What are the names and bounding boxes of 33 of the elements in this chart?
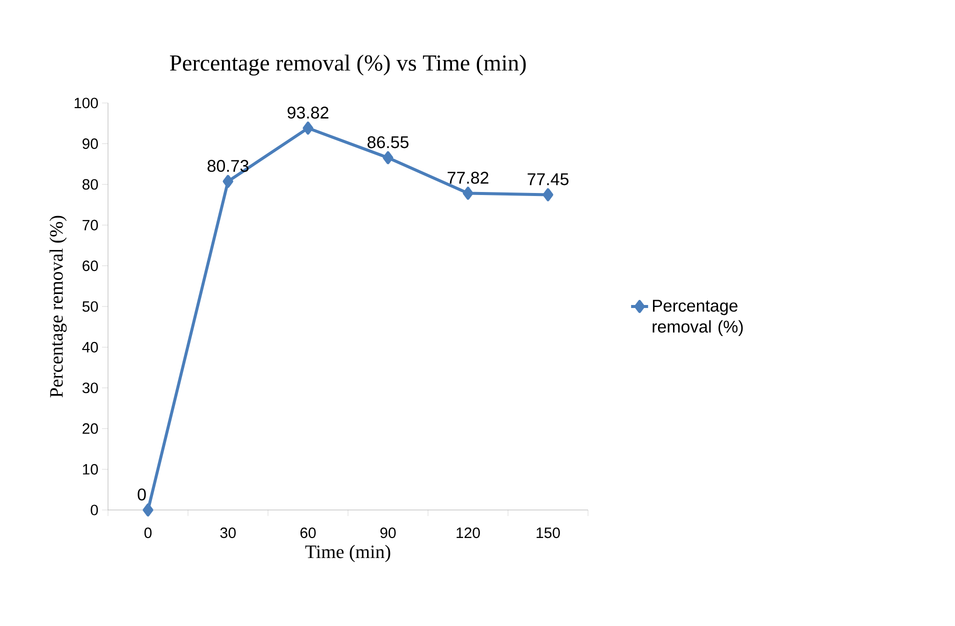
y-axis-title: Percentage removal (%) bbox=[50, 216, 67, 398]
y-tick-label: 100 bbox=[74, 98, 98, 108]
y-tick-label: 60 bbox=[82, 260, 98, 272]
point bbox=[542, 188, 554, 202]
data-label: 77.82 bbox=[448, 172, 488, 184]
point bbox=[302, 122, 314, 135]
x-tick-label: 30 bbox=[220, 528, 236, 538]
point bbox=[142, 503, 154, 516]
point bbox=[462, 186, 474, 200]
x-tick-label: 90 bbox=[380, 528, 396, 538]
data-label: 0 bbox=[138, 488, 146, 500]
chart-title: Percentage removal (%) vs Time (min) bbox=[170, 54, 526, 76]
y-tick-label: 10 bbox=[83, 464, 98, 475]
y-tick-label: 80 bbox=[82, 179, 98, 190]
x-tick-label: 0 bbox=[144, 528, 152, 538]
x-axis-title: Time (min) bbox=[305, 544, 390, 562]
data-label: 77.45 bbox=[528, 173, 568, 186]
data-label: 93.82 bbox=[288, 106, 328, 119]
legend-label: Percentage removal (%) bbox=[652, 300, 743, 336]
point bbox=[222, 174, 234, 188]
data-label: 86.55 bbox=[368, 136, 408, 148]
y-tick-label: 90 bbox=[82, 138, 98, 149]
y-tick-label: 70 bbox=[82, 220, 98, 230]
y-tick-label: 30 bbox=[82, 382, 98, 394]
y-tick-label: 0 bbox=[90, 504, 98, 516]
x-tick-label: 120 bbox=[456, 528, 480, 538]
x-tick-label: 150 bbox=[536, 528, 560, 538]
x-tick-label: 60 bbox=[300, 528, 316, 538]
y-tick-label: 50 bbox=[82, 301, 98, 312]
data-label: 80.73 bbox=[208, 160, 248, 172]
y-tick-label: 40 bbox=[82, 342, 98, 352]
point bbox=[382, 151, 394, 164]
y-tick-label: 20 bbox=[82, 423, 98, 434]
